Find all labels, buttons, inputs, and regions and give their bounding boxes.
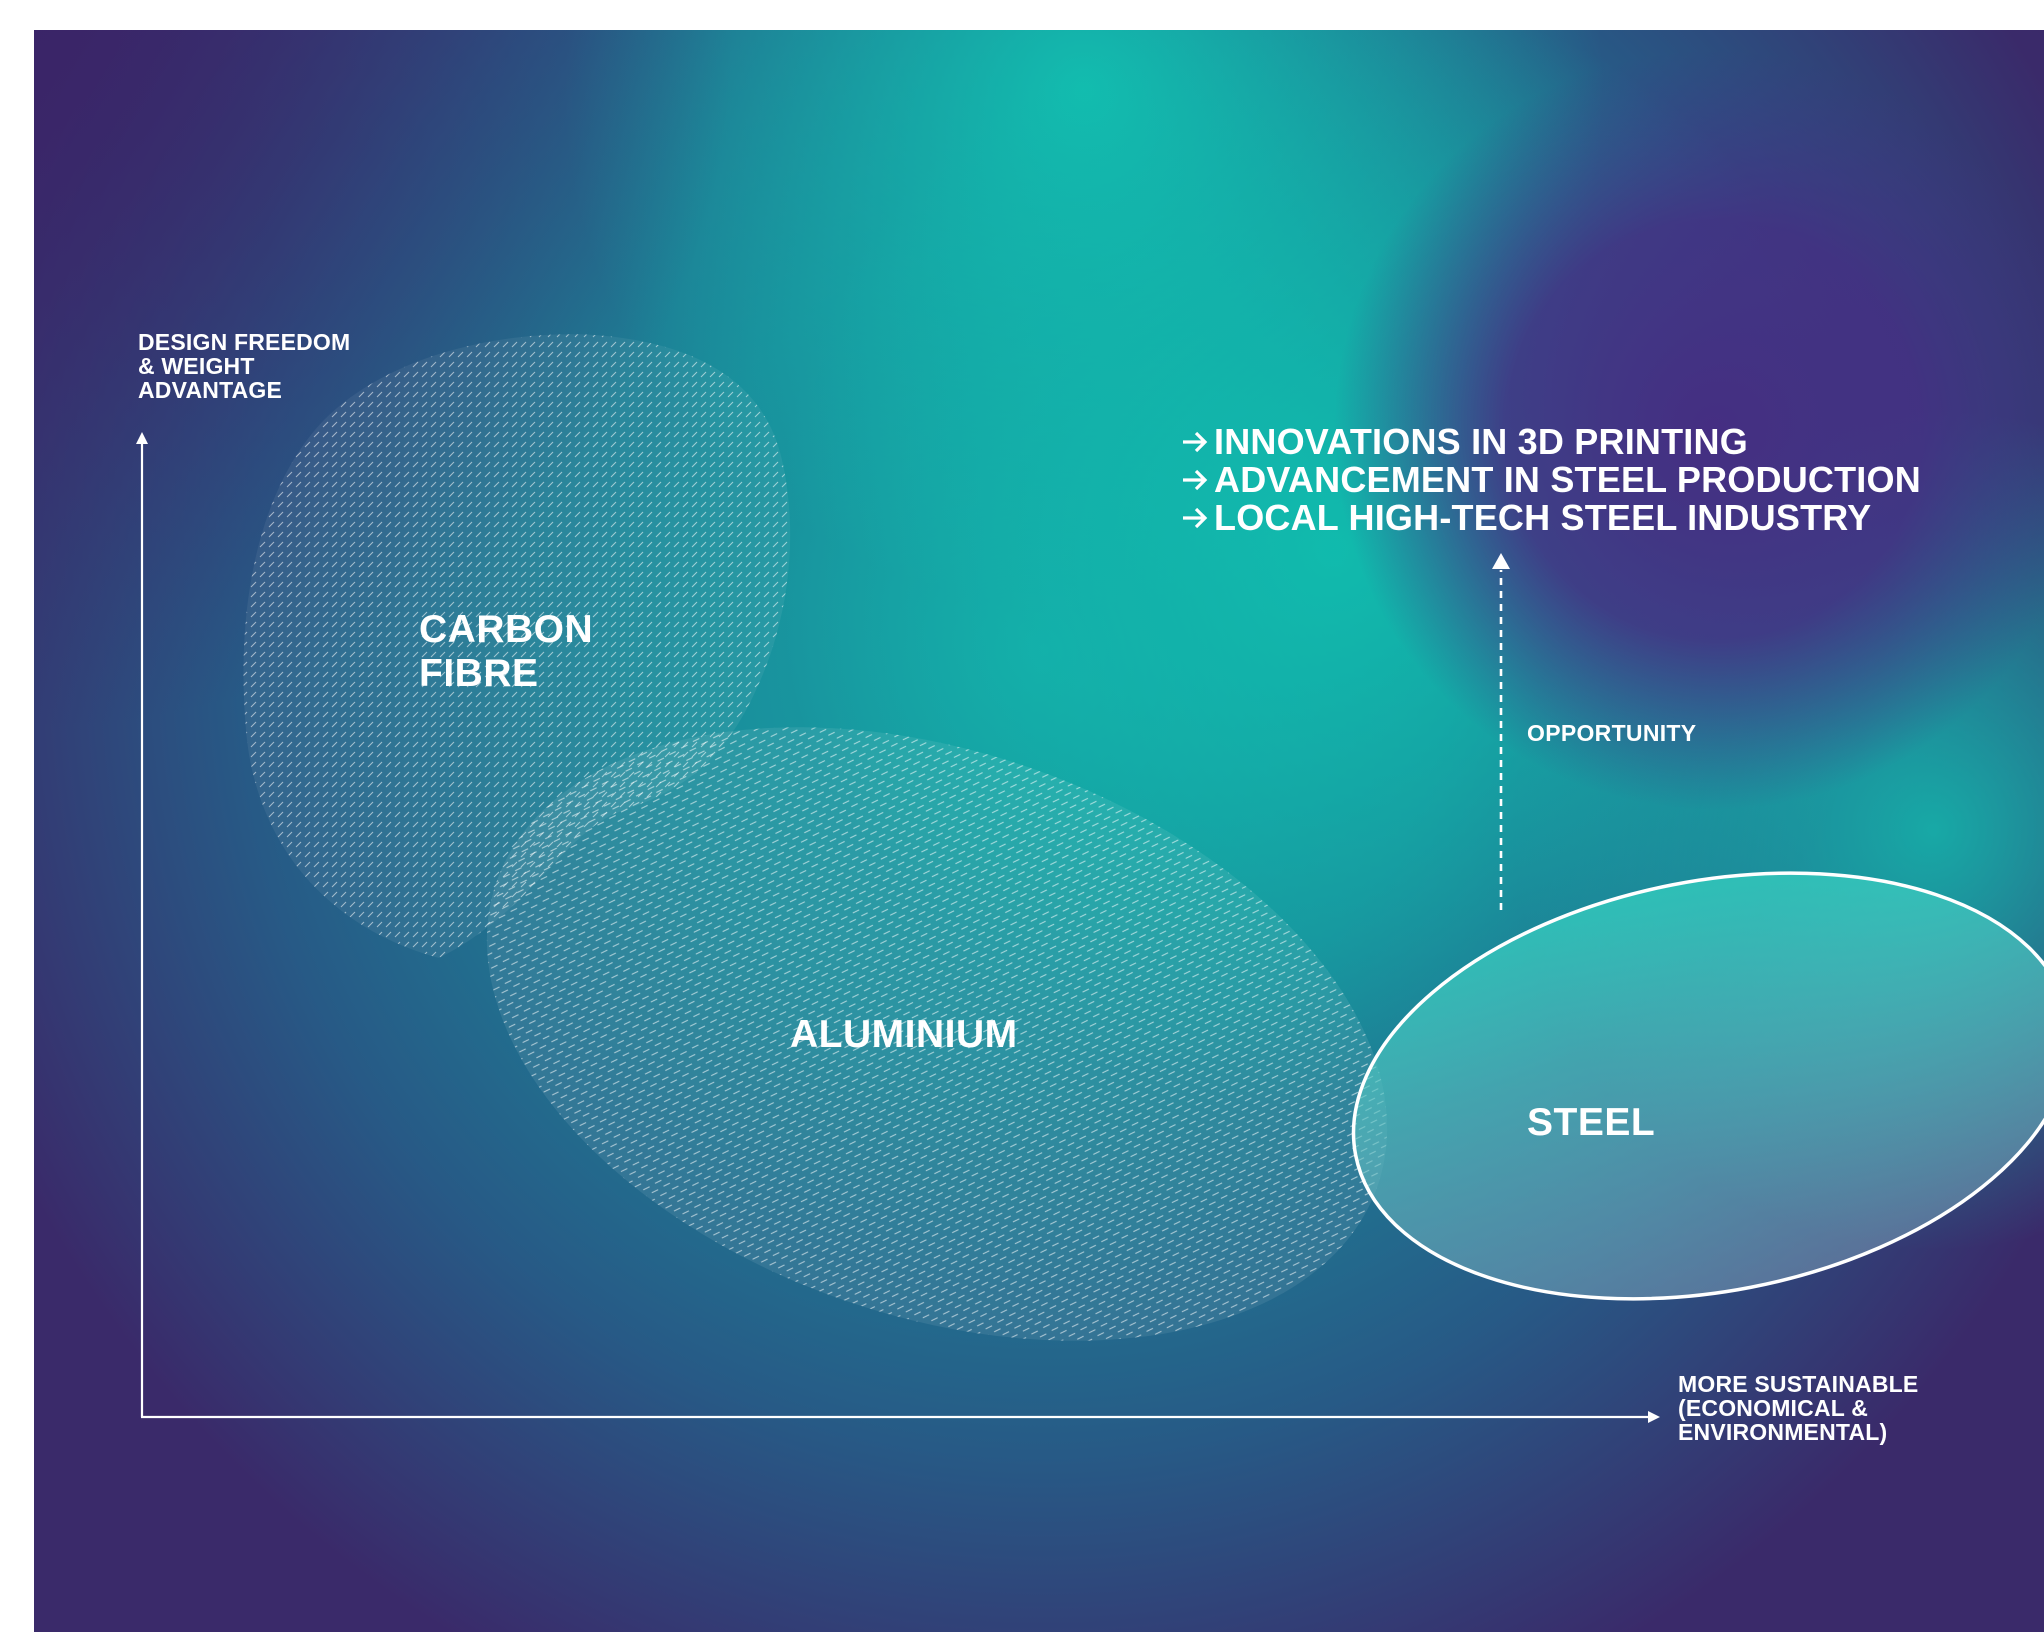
- outcome-text: INNOVATIONS IN 3D PRINTING: [1214, 421, 1748, 462]
- aluminium-label-line: ALUMINIUM: [790, 1013, 1018, 1056]
- x-axis-label-line: (ECONOMICAL &: [1678, 1395, 1869, 1421]
- carbon-fibre-region: [243, 334, 791, 958]
- steel-region: [1351, 871, 2044, 1301]
- diagram-background: [34, 30, 2044, 1632]
- y-axis-label-line: & WEIGHT: [138, 353, 255, 379]
- outcome-item: ADVANCEMENT IN STEEL PRODUCTION: [1180, 461, 1921, 499]
- y-axis: [136, 432, 148, 1417]
- x-axis-label-line: MORE SUSTAINABLE: [1678, 1371, 1919, 1397]
- y-axis-label: DESIGN FREEDOM & WEIGHT ADVANTAGE: [138, 330, 350, 402]
- steel-label: STEEL: [1527, 1101, 1655, 1145]
- carbon-fibre-label: CARBON FIBRE: [419, 608, 593, 696]
- steel-label-line: STEEL: [1527, 1101, 1656, 1144]
- y-axis-label-line: DESIGN FREEDOM: [138, 329, 351, 355]
- outcomes-list: INNOVATIONS IN 3D PRINTING ADVANCEMENT I…: [1180, 423, 1921, 537]
- arrow-right-icon: [1183, 431, 1208, 453]
- opportunity-label: OPPORTUNITY: [1527, 720, 1697, 746]
- x-axis-label: MORE SUSTAINABLE (ECONOMICAL & ENVIRONME…: [1678, 1372, 1918, 1444]
- x-axis: [141, 1411, 1660, 1423]
- carbon-fibre-label-line: FIBRE: [419, 652, 539, 695]
- outcome-item: INNOVATIONS IN 3D PRINTING: [1180, 423, 1921, 461]
- diagram-canvas: DESIGN FREEDOM & WEIGHT ADVANTAGE MORE S…: [34, 30, 2044, 1632]
- outcome-text: LOCAL HIGH-TECH STEEL INDUSTRY: [1214, 497, 1872, 538]
- arrow-right-icon: [1183, 507, 1208, 529]
- opportunity-arrow: [1492, 553, 1510, 910]
- aluminium-label: ALUMINIUM: [790, 1013, 1018, 1057]
- outcome-text: ADVANCEMENT IN STEEL PRODUCTION: [1214, 459, 1921, 500]
- outcome-item: LOCAL HIGH-TECH STEEL INDUSTRY: [1180, 499, 1921, 537]
- y-axis-label-line: ADVANTAGE: [138, 377, 283, 403]
- carbon-fibre-label-line: CARBON: [419, 608, 594, 651]
- aluminium-region: [486, 727, 1388, 1341]
- arrow-right-icon: [1183, 469, 1208, 491]
- x-axis-label-line: ENVIRONMENTAL): [1678, 1419, 1888, 1445]
